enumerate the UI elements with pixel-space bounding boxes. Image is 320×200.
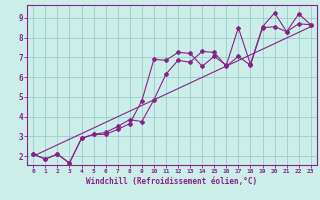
X-axis label: Windchill (Refroidissement éolien,°C): Windchill (Refroidissement éolien,°C): [86, 177, 258, 186]
